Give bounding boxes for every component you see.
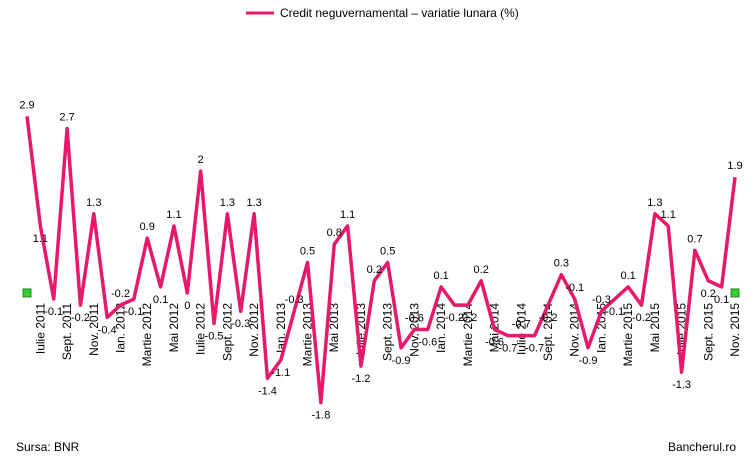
x-tick-label: Mai 2015 xyxy=(648,303,662,353)
data-line xyxy=(25,116,737,405)
data-label: -0.2 xyxy=(445,312,464,324)
data-label: -0.5 xyxy=(205,330,224,342)
data-label: 0.1 xyxy=(433,270,448,282)
data-label: 0.3 xyxy=(554,258,569,270)
data-label: -0.1 xyxy=(565,282,584,294)
data-label: -0.7 xyxy=(512,319,531,331)
data-label: 1.1 xyxy=(340,209,355,221)
data-label: -0.3 xyxy=(592,294,611,306)
data-label: 2.7 xyxy=(59,111,74,123)
data-label: 0.1 xyxy=(620,270,635,282)
x-tick-label: Ian. 2012 xyxy=(114,303,128,353)
data-label: 0.1 xyxy=(153,294,168,306)
x-tick-label: Nov. 2011 xyxy=(87,303,101,356)
data-label: -0.6 xyxy=(485,337,504,349)
data-label: 0.8 xyxy=(327,227,342,239)
data-label: -0.4 xyxy=(98,324,117,336)
data-label: -1.1 xyxy=(271,367,290,379)
data-label: -0.6 xyxy=(405,313,424,325)
x-tick-label: Ian. 2014 xyxy=(434,303,448,353)
data-label: 0.2 xyxy=(367,264,382,276)
data-label: -0.3 xyxy=(231,318,250,330)
data-label: 1.3 xyxy=(647,197,662,209)
data-label: -0.2 xyxy=(538,312,557,324)
data-label: 0.2 xyxy=(474,264,489,276)
data-label: 1.1 xyxy=(166,209,181,221)
x-tick-label: Mai 2012 xyxy=(167,303,181,353)
data-label: -0.7 xyxy=(525,343,544,355)
data-label: 0.9 xyxy=(140,221,155,233)
data-label: 2 xyxy=(198,154,204,166)
data-label: 1.3 xyxy=(220,197,235,209)
data-label: -0.2 xyxy=(71,312,90,324)
data-label: -0.1 xyxy=(44,306,63,318)
x-tick-label: Sept. 2013 xyxy=(381,303,395,361)
data-label: -0.9 xyxy=(579,355,598,367)
data-label: -1.8 xyxy=(311,410,330,422)
x-tick-label: Nov. 2012 xyxy=(247,303,261,357)
data-label: -0.2 xyxy=(111,288,130,300)
data-label: -0.6 xyxy=(418,337,437,349)
x-tick-label: Martie 2013 xyxy=(301,303,315,367)
x-tick-label: Nov. 2015 xyxy=(728,303,742,357)
data-label: -1.4 xyxy=(258,385,277,397)
x-tick-label: Sept. 2015 xyxy=(701,303,715,361)
source: Sursa: BNR xyxy=(16,440,80,454)
credit: Bancherul.ro xyxy=(668,440,736,454)
data-label: -0.1 xyxy=(605,306,624,318)
data-label: 1.3 xyxy=(246,197,261,209)
x-tick-label: Iulie 2012 xyxy=(194,303,208,355)
data-label: 1.3 xyxy=(86,197,101,209)
x-tick-label: Sept. 2011 xyxy=(60,303,74,360)
x-tick-label: Iulie 2011 xyxy=(33,303,47,354)
x-tick-label: Ian. 2013 xyxy=(274,303,288,353)
data-label: -0.2 xyxy=(632,312,651,324)
x-tick-label: Mai 2013 xyxy=(327,303,341,353)
x-tick-label: Martie 2012 xyxy=(140,303,154,367)
data-label: -0.7 xyxy=(498,343,517,355)
data-label: -0.9 xyxy=(392,355,411,367)
data-label: 0.2 xyxy=(701,288,716,300)
x-tick-label: Martie 2015 xyxy=(621,303,635,367)
x-tick-label: Iulie 2014 xyxy=(514,303,528,355)
x-tick-label: Martie 2014 xyxy=(461,303,475,367)
data-label: 1.9 xyxy=(727,160,742,172)
data-label: 1.1 xyxy=(33,233,48,245)
data-label: 0 xyxy=(184,300,190,312)
data-label: 0.5 xyxy=(300,246,315,258)
data-label: 2.9 xyxy=(19,99,34,111)
data-label: -0.1 xyxy=(124,306,143,318)
axis-marker xyxy=(730,288,740,298)
x-tick-label: Ian. 2015 xyxy=(594,303,608,353)
data-label: -0.2 xyxy=(458,312,477,324)
data-label: -1.2 xyxy=(351,373,370,385)
axis-marker xyxy=(22,288,32,298)
data-label: 0.5 xyxy=(380,246,395,258)
x-tick-label: Sept. 2012 xyxy=(220,303,234,361)
data-label: -0.3 xyxy=(285,294,304,306)
data-label: 0.1 xyxy=(714,294,729,306)
legend-label: Credit neguvernamental – variatie lunara… xyxy=(280,6,519,20)
data-label: -1.3 xyxy=(672,379,691,391)
data-label: 1.1 xyxy=(661,209,676,221)
data-label: 0.7 xyxy=(687,233,702,245)
